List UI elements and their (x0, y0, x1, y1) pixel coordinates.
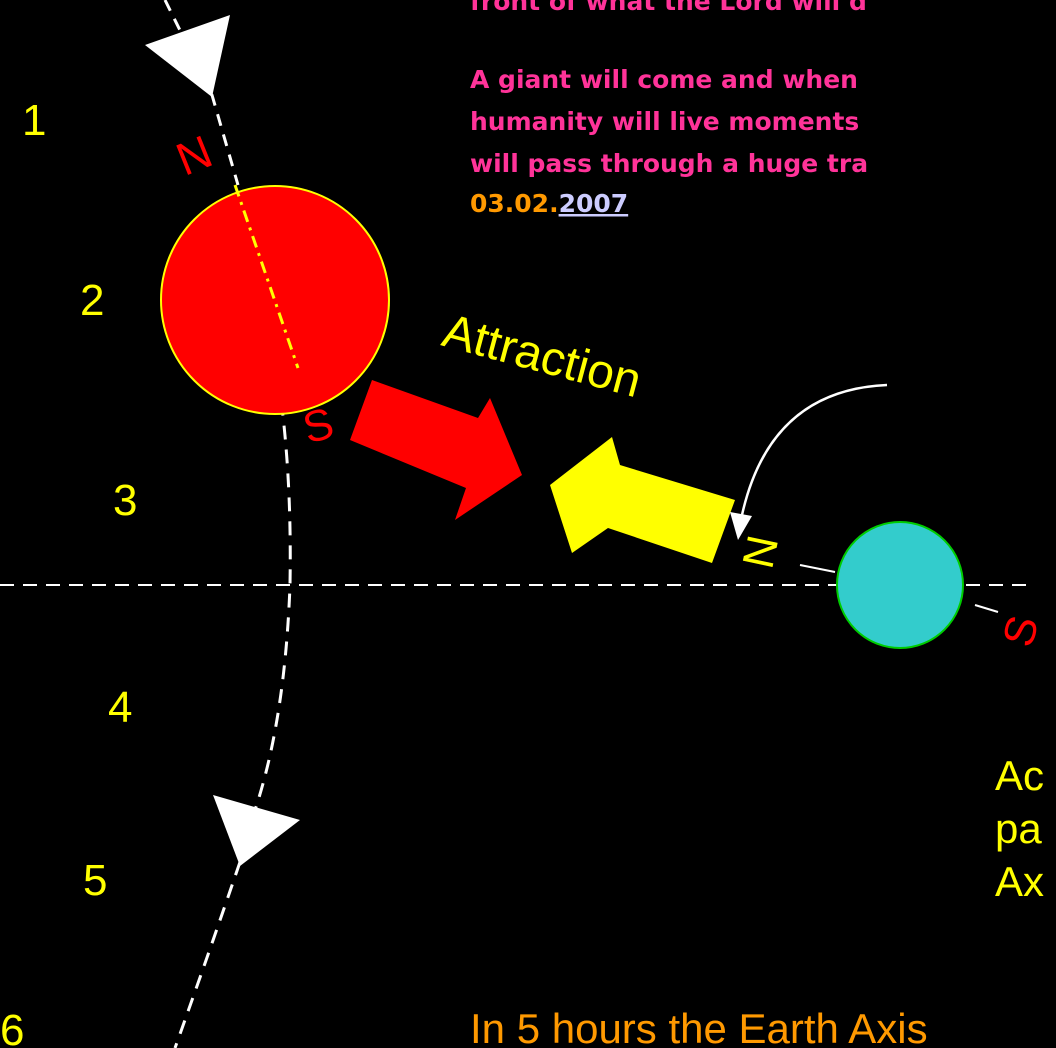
side-text: pa (995, 805, 1042, 852)
position-label: 5 (83, 856, 107, 905)
page: front of what the Lord will d A giant wi… (0, 0, 1056, 1048)
date: 03.02. (470, 189, 559, 218)
header-line: humanity will live moments (470, 107, 859, 136)
side-text: Ax (995, 858, 1044, 905)
header-line: A giant will come and when (470, 65, 858, 94)
year-link[interactable]: 2007 (559, 189, 629, 218)
side-text: Ac (995, 752, 1044, 799)
position-label: 3 (113, 476, 137, 525)
position-label: 1 (22, 96, 46, 145)
header-line: will pass through a huge tra (470, 149, 868, 178)
position-label: 2 (80, 276, 104, 325)
giant-planet (161, 186, 389, 414)
footer-text: In 5 hours the Earth Axis (470, 1005, 928, 1048)
position-label: 4 (108, 683, 132, 732)
header-cut-line: front of what the Lord will d (470, 0, 867, 16)
diagram: front of what the Lord will d A giant wi… (0, 0, 1056, 1048)
position-label: 6 (0, 1006, 24, 1048)
earth (837, 522, 963, 648)
header-date: 03.02.2007 (470, 189, 628, 218)
